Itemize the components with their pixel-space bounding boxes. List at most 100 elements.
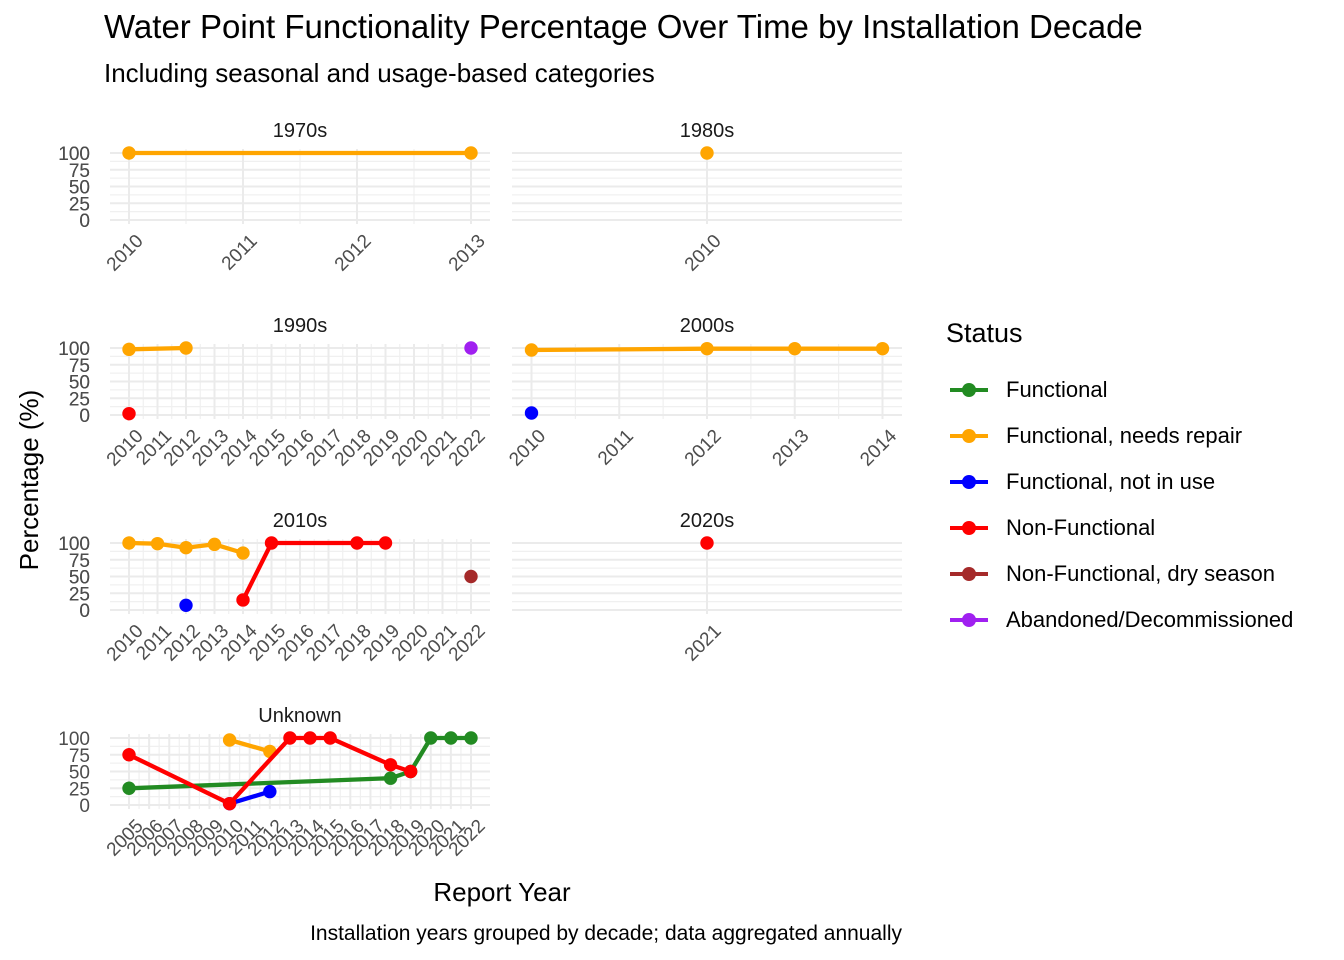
legend-item-functional-needs-repair: Functional, needs repair: [946, 413, 1293, 459]
data-point: [464, 731, 478, 745]
legend-swatch: [946, 375, 992, 405]
facet-label: 1980s: [680, 120, 735, 142]
y-tick-label: 25: [69, 584, 90, 605]
legend-label: Functional: [1006, 377, 1108, 402]
y-tick-label: 50: [69, 373, 90, 394]
data-point: [700, 146, 714, 160]
y-tick-label: 25: [69, 779, 90, 800]
data-point: [122, 406, 136, 421]
y-tick-label: 0: [79, 211, 90, 232]
x-tick-label: 2012: [331, 231, 376, 276]
legend-label: Abandoned/Decommissioned: [1006, 607, 1294, 632]
x-tick-label: 2013: [445, 231, 490, 276]
series-non-functional: [236, 536, 393, 607]
data-point: [424, 731, 438, 745]
data-point: [122, 748, 136, 762]
y-tick-label: 0: [79, 601, 90, 622]
x-tick-label: 2021: [681, 621, 726, 666]
series-non-functional: [122, 731, 418, 811]
data-point: [179, 341, 193, 355]
y-tick-label: 100: [58, 339, 90, 360]
series-functional-needs-repair: [700, 146, 714, 160]
y-tick-label: 75: [69, 551, 90, 572]
y-tick-label: 0: [79, 796, 90, 817]
data-point: [383, 758, 398, 772]
series-line: [531, 346, 883, 353]
y-tick-label: 50: [69, 178, 90, 199]
legend-swatch: [946, 605, 992, 635]
legend-title: Status: [946, 318, 1023, 348]
legend: Status Functional Functional, needs repai…: [946, 318, 1293, 643]
series-non-functional-dry-season: [464, 569, 478, 584]
legend-item-non-functional: Non-Functional: [946, 505, 1293, 551]
series-non-functional: [700, 536, 714, 550]
data-point: [444, 731, 458, 745]
y-tick-label: 0: [79, 601, 90, 622]
series-line: [241, 540, 386, 601]
x-tick-label: 2010: [103, 231, 148, 276]
series-line: [229, 737, 271, 754]
x-tick-label: 2013: [769, 426, 814, 471]
legend-item-functional: Functional: [946, 367, 1293, 413]
legend-item-functional-not-in-use: Functional, not in use: [946, 459, 1293, 505]
x-tick-label: 2014: [856, 425, 901, 470]
series-line: [228, 789, 271, 806]
grid-major: [110, 539, 490, 614]
x-axis-title: Report Year: [433, 877, 571, 907]
y-tick-label: 75: [69, 356, 90, 377]
data-point: [236, 546, 250, 560]
facet-label: 2020s: [680, 510, 735, 532]
data-point: [403, 764, 418, 779]
chart-subtitle: Including seasonal and usage-based categ…: [104, 58, 655, 88]
legend-label: Non-Functional: [1006, 515, 1156, 540]
legend-item-non-functional-dry-season: Non-Functional, dry season: [946, 551, 1293, 597]
facet-label: 2010s: [273, 510, 328, 532]
y-tick-label: 50: [69, 568, 90, 589]
data-point: [788, 341, 802, 356]
series-functional-needs-repair: [524, 341, 890, 357]
series-functional-needs-repair: [122, 146, 478, 160]
panel-unknown: Unknown025507510020052006200720082009201…: [58, 705, 490, 860]
legend-swatch: [946, 421, 992, 451]
y-tick-label: 75: [69, 746, 90, 767]
y-axis-title: Percentage (%): [14, 390, 44, 571]
y-tick-label: 75: [69, 551, 90, 572]
y-tick-label: 25: [69, 584, 90, 605]
data-point: [378, 536, 393, 550]
x-tick-label: 2010: [505, 426, 550, 471]
data-point: [350, 536, 364, 550]
chart-title: Water Point Functionality Percentage Ove…: [104, 8, 1143, 45]
y-tick-label: 75: [69, 356, 90, 377]
data-point: [179, 540, 193, 555]
series-non-functional: [122, 406, 136, 421]
data-point: [222, 796, 237, 811]
grid-major: [110, 734, 490, 809]
series-functional-not-in-use: [179, 598, 193, 613]
data-point: [236, 593, 250, 607]
series-line: [128, 345, 187, 352]
data-point: [150, 536, 165, 551]
legend-label: Functional, not in use: [1006, 469, 1216, 494]
grid-major: [512, 149, 902, 224]
grid-minor: [110, 149, 490, 224]
y-tick-label: 50: [69, 178, 90, 199]
y-tick-label: 25: [69, 194, 90, 215]
series-functional-not-in-use: [524, 406, 539, 420]
data-point: [524, 406, 539, 420]
legend-label: Functional, needs repair: [1006, 423, 1243, 448]
facet-label: 2000s: [680, 315, 735, 337]
data-point: [464, 341, 478, 355]
legend-item-abandoned-decommissioned: Abandoned/Decommissioned: [946, 597, 1293, 643]
series-functional: [122, 731, 478, 795]
facet-label: 1990s: [273, 315, 328, 337]
series-functional-needs-repair: [122, 341, 193, 357]
data-point: [303, 731, 317, 745]
y-tick-label: 75: [69, 161, 90, 182]
x-tick-label: 2011: [218, 231, 262, 275]
legend-label: Non-Functional, dry season: [1006, 561, 1276, 586]
data-point: [222, 733, 237, 747]
data-point: [283, 731, 297, 745]
